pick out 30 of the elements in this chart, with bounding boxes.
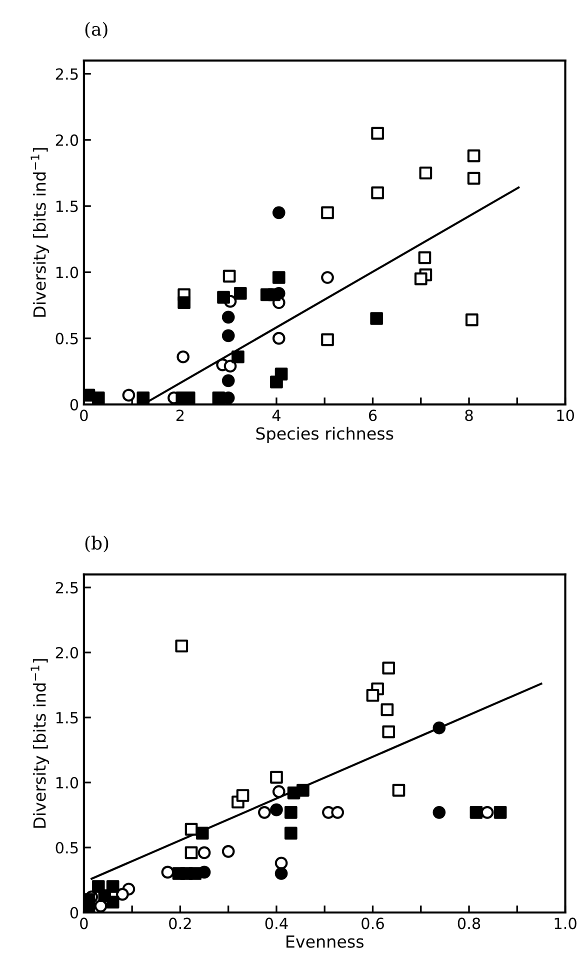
y-tick-label: 1.0 [56,266,78,278]
y-tick-label: 0.5 [56,332,78,344]
x-tick-label: 1.0 [554,918,576,930]
y-tick-label: 0.5 [56,842,78,854]
y-tick-label: 0 [70,398,78,410]
y-axis-title: Diversity [bits ind$^{−1}$] [30,659,50,828]
y-tick-label: 1.5 [56,712,78,724]
x-tick-label: 0 [80,918,88,930]
x-axis-title: Evenness [286,935,364,948]
y-tick-label: 2.5 [56,68,78,80]
y-tick-label: 0 [70,906,78,919]
x-tick-label: 0.2 [169,918,191,930]
x-tick-label: 0 [80,410,88,422]
y-tick-label: 2.0 [56,134,78,146]
x-tick-label: 10 [557,410,574,422]
x-tick-label: 2 [176,410,184,421]
x-tick-label: 0.4 [265,918,288,930]
chart-title: (b) [85,536,108,552]
y-axis-title: Diversity [bits ind$^{−1}$] [30,148,50,317]
x-tick-label: 6 [368,410,377,422]
y-tick-label: 1.5 [56,200,78,212]
y-tick-label: 2.5 [56,582,78,594]
x-tick-label: 0.8 [458,918,480,930]
y-tick-label: 1.0 [56,776,78,789]
chart-title: (a) [85,22,108,38]
y-tick-label: 2.0 [56,646,78,659]
x-tick-label: 8 [465,410,473,422]
x-tick-label: 4 [272,410,280,421]
x-axis-title: Species richness [256,426,394,444]
x-tick-label: 0.6 [362,918,384,930]
